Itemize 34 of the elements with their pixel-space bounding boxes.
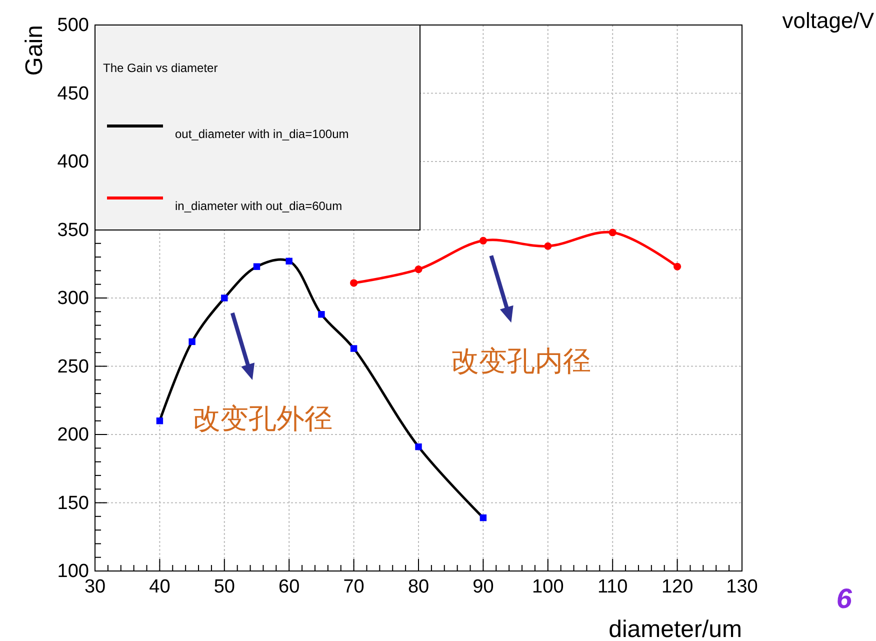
x-tick-label: 60 [278, 576, 300, 598]
text: 6 [836, 583, 852, 614]
y-tick-label: 300 [57, 288, 89, 310]
point [350, 279, 358, 287]
point [414, 266, 422, 274]
x-tick-label: 70 [343, 576, 364, 598]
text: voltage/V [782, 8, 874, 33]
point [479, 236, 487, 244]
legend-label: in_diameter with out_dia=60um [175, 199, 342, 213]
y-axis-title: Gain [21, 25, 48, 76]
annotation: 改变孔内径 [451, 346, 592, 377]
x-tick-label: 110 [597, 576, 628, 598]
x-tick-label: 130 [726, 576, 758, 598]
point [674, 262, 682, 270]
y-tick-label: 250 [57, 356, 89, 378]
x-tick-label: 120 [661, 576, 694, 598]
x-tick-label: 50 [214, 576, 235, 598]
x-tick-label: 80 [408, 576, 430, 598]
legend-title: The Gain vs diameter [103, 61, 218, 75]
x-tick-label: 100 [532, 576, 564, 598]
x-tick-label: 40 [149, 576, 170, 598]
y-tick-label: 400 [57, 152, 89, 173]
y-tick-label: 150 [57, 492, 89, 514]
y-tick-label: 350 [57, 220, 89, 241]
y-tick-label: 200 [57, 424, 89, 446]
legend-label: out_diameter with in_dia=100um [175, 127, 349, 141]
y-tick-label: 500 [57, 15, 89, 36]
point [544, 242, 552, 250]
x-axis-title: diameter/um [608, 616, 742, 641]
annotation: 改变孔外径 [192, 403, 332, 434]
x-tick-label: 90 [472, 576, 494, 598]
point [608, 228, 616, 236]
x-tick-label: 30 [84, 576, 106, 598]
y-tick-label: 450 [57, 83, 89, 104]
